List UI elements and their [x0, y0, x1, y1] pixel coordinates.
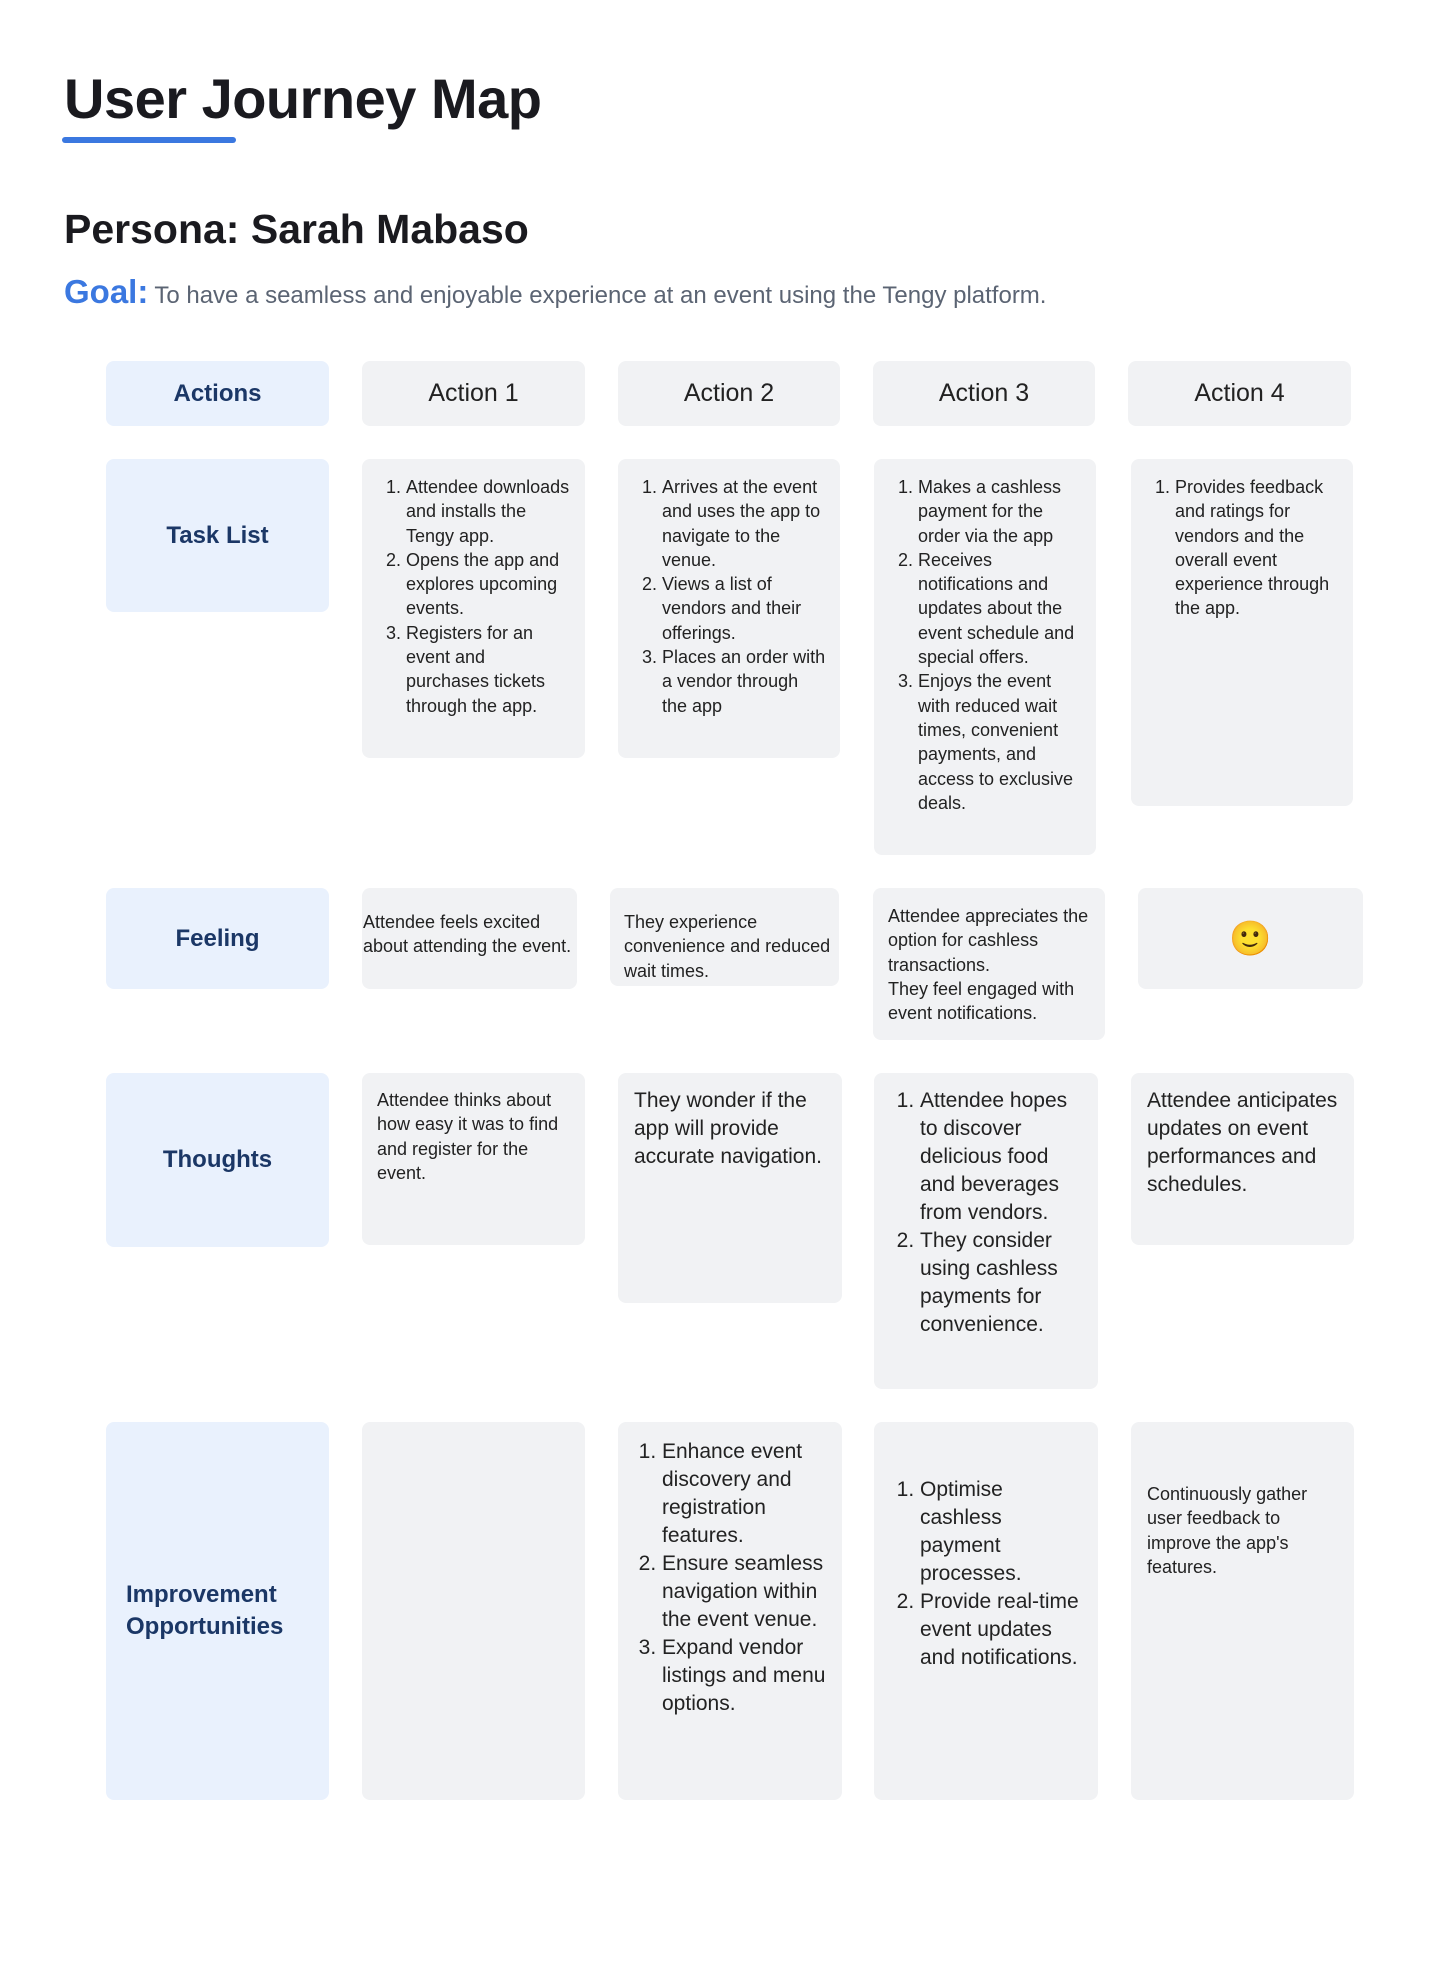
improvement-action-1 [362, 1422, 585, 1800]
smiling-face-icon: 🙂 [1229, 919, 1272, 958]
feeling-label: Feeling [106, 888, 329, 989]
improvement-label: Improvement Opportunities [106, 1422, 329, 1800]
task-list-action-1: Attendee downloads and installs the Teng… [362, 459, 585, 758]
action-2-header: Action 2 [618, 361, 840, 426]
task-item: Receives notifications and updates about… [918, 548, 1084, 669]
action-4-header: Action 4 [1128, 361, 1351, 426]
feeling-text: Attendee feels excited about attending t… [363, 912, 572, 957]
task-list-action-4: Provides feedback and ratings for vendor… [1131, 459, 1353, 806]
goal-statement: Goal: To have a seamless and enjoyable ex… [64, 273, 1046, 311]
task-list-action-3: Makes a cashless payment for the order v… [874, 459, 1096, 855]
task-item: Makes a cashless payment for the order v… [918, 475, 1084, 548]
thoughts-text: They wonder if the app will provide accu… [634, 1089, 822, 1168]
thought-item: They consider using cashless payments fo… [920, 1227, 1088, 1339]
action-3-header: Action 3 [873, 361, 1095, 426]
improvement-item: Expand vendor listings and menu options. [662, 1634, 832, 1718]
improvement-action-2: Enhance event discovery and registration… [618, 1422, 842, 1800]
thoughts-action-2: They wonder if the app will provide accu… [618, 1073, 842, 1303]
task-item: Provides feedback and ratings for vendor… [1175, 475, 1339, 621]
page-title: User Journey Map [64, 67, 542, 130]
improvement-action-4: Continuously gather user feedback to imp… [1131, 1422, 1354, 1800]
task-item: Views a list of vendors and their offeri… [662, 572, 828, 645]
task-list-action-2: Arrives at the event and uses the app to… [618, 459, 840, 758]
title-underline [62, 137, 236, 143]
feeling-action-3: Attendee appreciates the option for cash… [873, 888, 1105, 1040]
thought-item: Attendee hopes to discover delicious foo… [920, 1087, 1088, 1227]
improvement-item: Enhance event discovery and registration… [662, 1438, 832, 1550]
thoughts-text: Attendee anticipates updates on event pe… [1147, 1089, 1338, 1196]
task-list-label: Task List [106, 459, 329, 612]
task-item: Attendee downloads and installs the Teng… [406, 475, 573, 548]
improvement-item: Ensure seamless navigation within the ev… [662, 1550, 832, 1634]
action-1-header: Action 1 [362, 361, 585, 426]
feeling-text: Attendee appreciates the option for cash… [888, 906, 1089, 1024]
task-item: Registers for an event and purchases tic… [406, 621, 573, 718]
improvement-action-3: Optimise cashless payment processes.Prov… [874, 1422, 1098, 1800]
goal-text: To have a seamless and enjoyable experie… [154, 282, 1047, 309]
feeling-text: They experience convenience and reduced … [624, 912, 831, 981]
task-item: Arrives at the event and uses the app to… [662, 475, 828, 572]
thoughts-text: Attendee thinks about how easy it was to… [377, 1090, 559, 1183]
feeling-action-1: Attendee feels excited about attending t… [362, 888, 577, 989]
persona-heading: Persona: Sarah Mabaso [64, 206, 529, 252]
feeling-action-4: 🙂 [1138, 888, 1363, 989]
task-item: Opens the app and explores upcoming even… [406, 548, 573, 621]
task-item: Enjoys the event with reduced wait times… [918, 669, 1084, 815]
thoughts-action-3: Attendee hopes to discover delicious foo… [874, 1073, 1098, 1389]
feeling-action-2: They experience convenience and reduced … [610, 888, 839, 986]
improvement-item: Provide real-time event updates and noti… [920, 1588, 1088, 1672]
thoughts-action-1: Attendee thinks about how easy it was to… [362, 1073, 585, 1245]
thoughts-action-4: Attendee anticipates updates on event pe… [1131, 1073, 1354, 1245]
goal-label: Goal: [64, 273, 149, 310]
improvement-text: Continuously gather user feedback to imp… [1147, 1484, 1308, 1577]
actions-header: Actions [106, 361, 329, 426]
thoughts-label: Thoughts [106, 1073, 329, 1247]
task-item: Places an order with a vendor through th… [662, 645, 828, 718]
improvement-item: Optimise cashless payment processes. [920, 1476, 1088, 1588]
